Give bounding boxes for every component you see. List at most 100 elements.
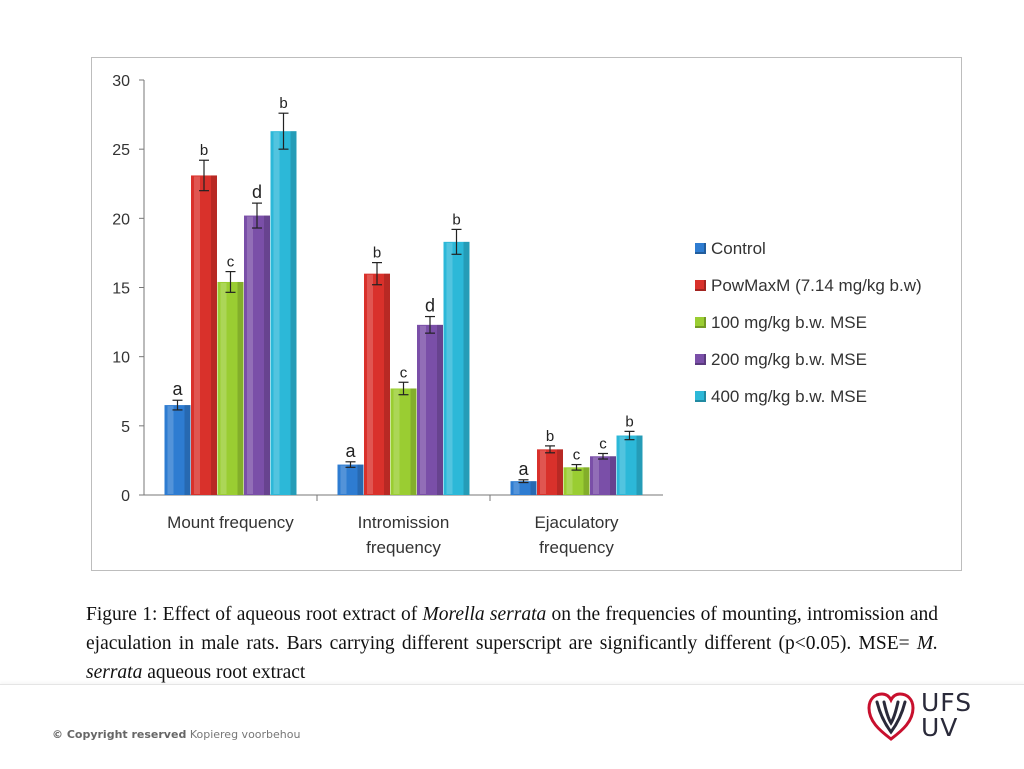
bar-highlight [367,274,373,494]
bar-shade [384,273,390,495]
y-tick-label: 25 [112,142,130,159]
significance-letter: a [518,459,529,479]
chart-frame: 0 5 10 15 20 25 30 a b c d b Mount frequency a b c d b Int… [91,57,962,571]
legend-swatch [695,317,706,328]
copyright-bold: © Copyright reserved [52,728,187,741]
bar [417,324,443,495]
bar-shade [184,405,191,495]
bar-shade [610,456,616,495]
bar [364,273,390,495]
significance-letter: a [345,441,356,461]
significance-letter: b [625,413,633,430]
legend-item: PowMaxM (7.14 mg/kg b.w) [695,267,922,304]
caption-species: Morella serrata [422,604,547,625]
legend-label: Control [711,238,766,258]
caption-part1: Effect of aqueous root extract of [157,604,423,625]
legend-swatch [695,391,706,402]
legend-label: 200 mg/kg b.w. MSE [711,349,867,369]
bar [443,241,470,495]
bar [270,131,297,495]
copyright-rest: Kopiereg voorbehou [186,728,301,741]
bar [217,281,244,495]
bar-highlight [540,450,546,494]
bar-highlight [619,436,626,494]
bar [390,388,417,495]
ufs-logo[interactable]: UFS UV [865,690,983,742]
legend-label: PowMaxM (7.14 mg/kg b.w) [711,275,922,295]
bar-highlight [393,389,400,494]
y-tick-label: 10 [112,350,130,367]
caption-part3: aqueous root extract [142,662,306,683]
footer-bar [0,684,1024,769]
significance-letter: a [172,379,183,399]
significance-letter: c [599,436,607,453]
logo-line1: UFS [921,688,973,717]
bar [537,449,563,495]
significance-letter: c [227,254,235,271]
bar-shade [290,131,297,495]
chart-legend: Control PowMaxM (7.14 mg/kg b.w) 100 mg/kg… [695,230,922,415]
bar-shade [237,281,244,495]
y-tick-label: 15 [112,281,130,298]
x-category-label: Ejaculatory [534,513,619,532]
significance-letter: d [425,296,435,316]
bar-highlight [273,132,280,494]
bar-shade [437,324,443,495]
legend-item: Control [695,230,922,267]
y-tick-label: 5 [121,419,130,436]
y-tick-label: 0 [121,488,130,505]
copyright-notice: © Copyright reserved Kopiereg voorbehou [52,728,300,741]
bar [563,467,590,495]
caption-species-abbr: M. serrata [86,633,938,683]
figure-caption: Figure 1: Effect of aqueous root extract… [86,600,938,687]
legend-swatch [695,280,706,291]
bar [590,456,616,495]
bar-shade [357,464,364,495]
x-category-label: Mount frequency [167,513,294,532]
bar-highlight [513,482,520,494]
bar-highlight [446,242,453,494]
significance-letter: b [546,428,554,445]
bar-shade [211,175,217,495]
bar-shade [530,481,537,495]
logo-line2: UV [921,713,959,742]
caption-part2: on the frequencies of mounting, intromis… [86,604,938,654]
significance-letter: c [400,364,408,381]
x-category-label: Intromission [358,513,450,532]
significance-letter: b [373,245,381,262]
significance-letter: b [279,95,287,112]
legend-label: 100 mg/kg b.w. MSE [711,312,867,332]
bar-shade [410,388,417,495]
bar-highlight [566,468,573,494]
legend-swatch [695,354,706,365]
heart-shield-icon [867,692,915,741]
bar-shade [583,467,590,495]
bar-highlight [167,406,174,494]
bar-highlight [247,216,253,495]
bar-highlight [593,457,599,494]
x-category-label: frequency [366,538,441,557]
y-tick-label: 30 [112,73,130,90]
significance-letter: b [452,211,460,228]
significance-letter: b [200,142,208,159]
logo-text: UFS UV [921,690,972,740]
bar [337,464,364,495]
bar-shade [636,435,643,495]
bar [244,215,270,496]
bar-shade [463,241,470,495]
legend-swatch [695,243,706,254]
legend-label: 400 mg/kg b.w. MSE [711,386,867,406]
bar-highlight [420,325,426,494]
legend-item: 400 mg/kg b.w. MSE [695,378,922,415]
bar-shade [557,449,563,495]
bar-highlight [194,176,200,494]
x-category-label: frequency [539,538,614,557]
bar [616,435,643,495]
significance-letter: d [252,182,262,202]
bar [191,175,217,495]
significance-letter: c [573,447,581,464]
bar [164,405,191,495]
caption-label: Figure 1: [86,604,158,625]
legend-item: 200 mg/kg b.w. MSE [695,341,922,378]
